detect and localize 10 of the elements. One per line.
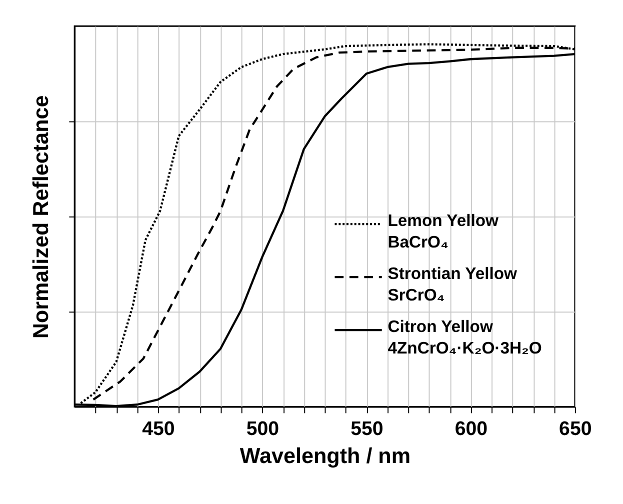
x-tick-label: 600 [454, 418, 488, 440]
x-tick-label: 650 [559, 418, 592, 440]
x-tick-label: 550 [350, 418, 384, 440]
y-axis-title: Normalized Reflectance [28, 95, 54, 339]
x-tick-label: 500 [246, 418, 280, 440]
x-axis-title: Wavelength / nm [240, 443, 411, 468]
x-tick-label: 450 [142, 418, 175, 440]
legend-label: Citron Yellow 4ZnCrO₄·K₂O·3H₂O [388, 317, 542, 358]
legend-label: Lemon Yellow BaCrO₄ [388, 211, 499, 252]
legend-label: Strontian Yellow SrCrO₄ [388, 264, 518, 305]
